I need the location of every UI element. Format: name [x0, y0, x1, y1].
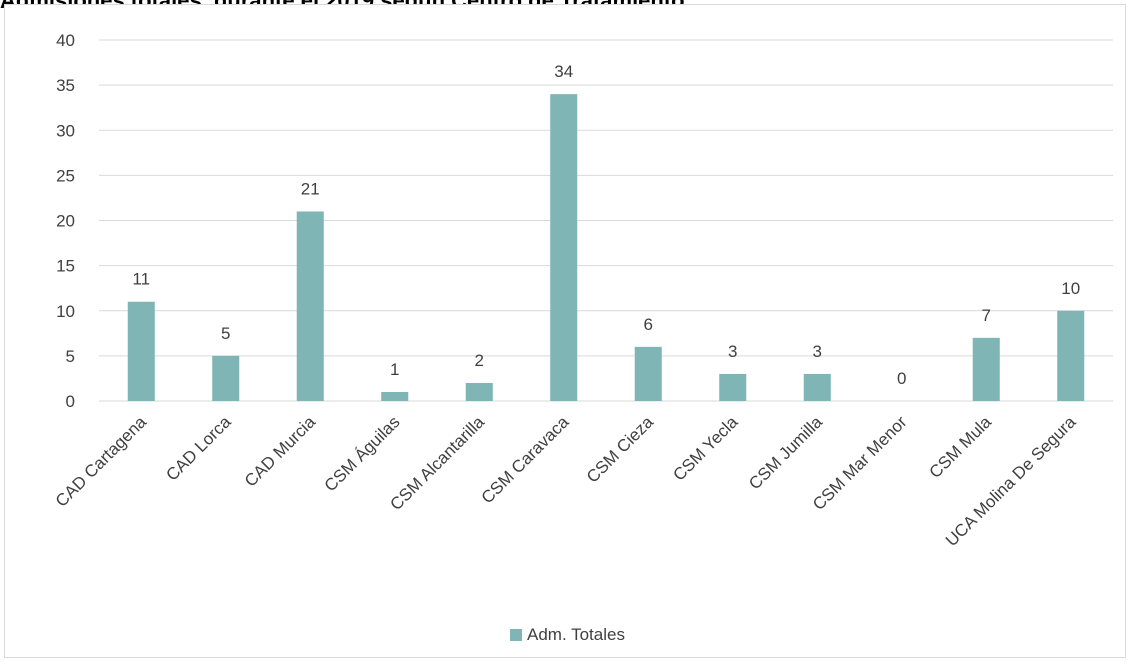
x-tick-label: CSM Yecla [669, 412, 742, 485]
bar [719, 373, 747, 401]
legend-label: Adm. Totales [527, 625, 625, 644]
bar [296, 211, 324, 401]
data-label: 6 [644, 315, 653, 334]
bar [381, 391, 409, 401]
bar [803, 373, 831, 401]
y-tick-label: 35 [56, 76, 75, 95]
legend: Adm. Totales [510, 625, 625, 644]
data-label: 5 [221, 324, 230, 343]
x-axis-tick-labels: CAD Cartagena CAD Lorca CAD Murcia CSM Águi… [52, 412, 1080, 550]
y-tick-label: 40 [56, 31, 75, 50]
bars [127, 94, 1085, 402]
data-labels: 11 5 21 1 2 34 6 3 3 0 7 10 [132, 62, 1080, 388]
bar [127, 301, 155, 401]
bar [1057, 310, 1085, 401]
x-tick-label: CSM Cieza [583, 412, 658, 487]
data-label: 10 [1061, 279, 1080, 298]
y-tick-label: 5 [66, 347, 75, 366]
data-label: 3 [813, 342, 822, 361]
bar [634, 346, 662, 401]
y-tick-label: 20 [56, 212, 75, 231]
y-tick-label: 0 [66, 392, 75, 411]
data-label: 1 [390, 360, 399, 379]
data-label: 34 [554, 62, 573, 81]
chart-frame: 0 5 10 15 20 25 30 35 40 11 5 21 1 2 34 6 3 3 0 7 10 CAD Ca… [4, 4, 1126, 658]
data-label: 3 [728, 342, 737, 361]
data-label: 0 [897, 369, 906, 388]
legend-swatch [510, 629, 522, 641]
y-tick-label: 10 [56, 302, 75, 321]
x-tick-label: CSM Mula [926, 412, 996, 482]
x-tick-label: CAD Murcia [241, 412, 320, 491]
data-label: 7 [982, 306, 991, 325]
y-axis-tick-labels: 0 5 10 15 20 25 30 35 40 [56, 31, 75, 411]
data-label: 2 [475, 351, 484, 370]
bar [212, 355, 240, 401]
bar [465, 382, 493, 401]
x-tick-label: CAD Lorca [162, 412, 235, 485]
data-label: 21 [301, 179, 320, 198]
x-tick-label: CSM Jumilla [745, 412, 826, 493]
x-tick-label: CAD Cartagena [52, 412, 151, 511]
x-tick-label: CSM Águilas [321, 412, 404, 495]
bar [550, 94, 578, 402]
y-tick-label: 30 [56, 121, 75, 140]
gridlines [99, 39, 1113, 402]
y-tick-label: 15 [56, 257, 75, 276]
bar [972, 337, 1000, 401]
y-tick-label: 25 [56, 166, 75, 185]
data-label: 11 [132, 270, 150, 289]
x-tick-label: CSM Caravaca [478, 412, 573, 507]
